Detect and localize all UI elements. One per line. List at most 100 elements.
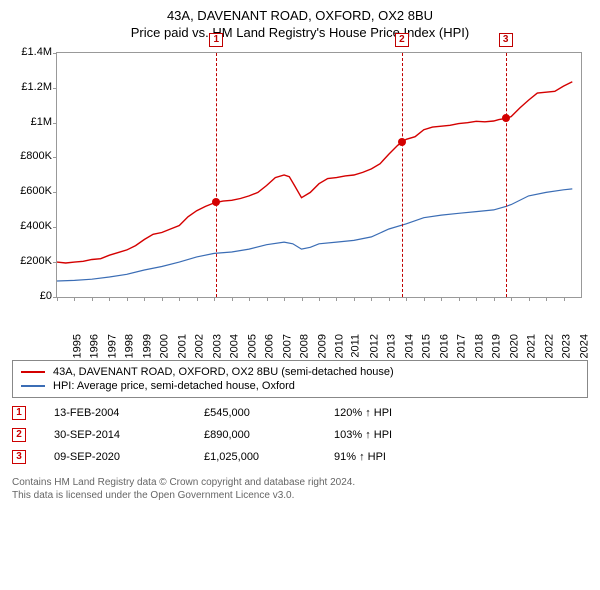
xaxis-label: 2023	[561, 334, 573, 358]
ytick-line	[53, 88, 57, 89]
xaxis-label: 2022	[543, 334, 555, 358]
tx-date: 30-SEP-2014	[54, 429, 204, 441]
xtick-line	[494, 297, 495, 301]
yaxis-label: £1M	[12, 116, 52, 128]
xtick-line	[529, 297, 530, 301]
xaxis-label: 2006	[264, 334, 276, 358]
footer-line-1: Contains HM Land Registry data © Crown c…	[12, 476, 588, 489]
legend: 43A, DAVENANT ROAD, OXFORD, OX2 8BU (sem…	[12, 360, 588, 398]
footer-attribution: Contains HM Land Registry data © Crown c…	[12, 476, 588, 502]
xtick-line	[179, 297, 180, 301]
legend-row-hpi: HPI: Average price, semi-detached house,…	[21, 379, 579, 393]
transaction-vline	[506, 53, 507, 297]
yaxis-label: £0	[12, 290, 52, 302]
xaxis-label: 2009	[316, 334, 328, 358]
xaxis-label: 2021	[526, 334, 538, 358]
xtick-line	[284, 297, 285, 301]
xtick-line	[214, 297, 215, 301]
transaction-flag: 3	[499, 33, 513, 47]
ytick-line	[53, 53, 57, 54]
xtick-line	[371, 297, 372, 301]
transaction-table: 113-FEB-2004£545,000120% ↑ HPI230-SEP-20…	[12, 406, 588, 472]
series-line-hpi	[57, 189, 572, 281]
ytick-line	[53, 192, 57, 193]
chart-area: 123 £0£200K£400K£600K£800K£1M£1.2M£1.4M1…	[12, 46, 588, 356]
xaxis-label: 2011	[350, 334, 362, 358]
ytick-line	[53, 123, 57, 124]
legend-label-subject: 43A, DAVENANT ROAD, OXFORD, OX2 8BU (sem…	[53, 366, 394, 378]
yaxis-label: £200K	[12, 255, 52, 267]
chart-container: 43A, DAVENANT ROAD, OXFORD, OX2 8BU Pric…	[0, 0, 600, 590]
xaxis-label: 2014	[403, 334, 415, 358]
xtick-line	[441, 297, 442, 301]
legend-label-hpi: HPI: Average price, semi-detached house,…	[53, 380, 295, 392]
xaxis-label: 1995	[71, 334, 83, 358]
legend-swatch-hpi	[21, 385, 45, 387]
tx-delta: 91% ↑ HPI	[334, 451, 386, 463]
xaxis-label: 2017	[456, 334, 468, 358]
xaxis-label: 2008	[299, 334, 311, 358]
ytick-line	[53, 157, 57, 158]
tx-number-badge: 2	[12, 428, 26, 442]
tx-date: 09-SEP-2020	[54, 451, 204, 463]
xtick-line	[354, 297, 355, 301]
xtick-line	[197, 297, 198, 301]
yaxis-label: £600K	[12, 185, 52, 197]
transaction-dot	[398, 138, 406, 146]
xtick-line	[232, 297, 233, 301]
xtick-line	[459, 297, 460, 301]
xaxis-label: 2002	[194, 334, 206, 358]
transaction-row: 113-FEB-2004£545,000120% ↑ HPI	[12, 406, 588, 420]
tx-delta: 103% ↑ HPI	[334, 429, 392, 441]
ytick-line	[53, 262, 57, 263]
xaxis-label: 2007	[281, 334, 293, 358]
xaxis-label: 2013	[386, 334, 398, 358]
tx-price: £1,025,000	[204, 451, 334, 463]
chart-title: 43A, DAVENANT ROAD, OXFORD, OX2 8BU	[12, 8, 588, 25]
xtick-line	[92, 297, 93, 301]
xtick-line	[109, 297, 110, 301]
xtick-line	[319, 297, 320, 301]
xtick-line	[406, 297, 407, 301]
xtick-line	[162, 297, 163, 301]
xaxis-label: 2024	[578, 334, 590, 358]
legend-row-subject: 43A, DAVENANT ROAD, OXFORD, OX2 8BU (sem…	[21, 365, 579, 379]
xaxis-label: 2012	[368, 334, 380, 358]
xtick-line	[57, 297, 58, 301]
transaction-dot	[502, 114, 510, 122]
tx-number-badge: 1	[12, 406, 26, 420]
xtick-line	[127, 297, 128, 301]
transaction-flag: 1	[209, 33, 223, 47]
tx-date: 13-FEB-2004	[54, 407, 204, 419]
tx-number-badge: 3	[12, 450, 26, 464]
xtick-line	[424, 297, 425, 301]
yaxis-label: £400K	[12, 220, 52, 232]
transaction-dot	[212, 198, 220, 206]
xtick-line	[249, 297, 250, 301]
xtick-line	[511, 297, 512, 301]
xtick-line	[476, 297, 477, 301]
xtick-line	[302, 297, 303, 301]
footer-line-2: This data is licensed under the Open Gov…	[12, 489, 588, 502]
yaxis-label: £1.2M	[12, 81, 52, 93]
xaxis-label: 1997	[106, 334, 118, 358]
xaxis-label: 2015	[421, 334, 433, 358]
tx-price: £545,000	[204, 407, 334, 419]
xaxis-label: 2001	[176, 334, 188, 358]
ytick-line	[53, 227, 57, 228]
series-svg	[57, 53, 581, 297]
xaxis-label: 2018	[473, 334, 485, 358]
transaction-vline	[216, 53, 217, 297]
transaction-vline	[402, 53, 403, 297]
xaxis-label: 2004	[229, 334, 241, 358]
yaxis-label: £1.4M	[12, 46, 52, 58]
xaxis-label: 2003	[211, 334, 223, 358]
xtick-line	[564, 297, 565, 301]
transaction-row: 230-SEP-2014£890,000103% ↑ HPI	[12, 428, 588, 442]
xaxis-label: 1996	[89, 334, 101, 358]
transaction-row: 3 09-SEP-2020£1,025,00091% ↑ HPI	[12, 450, 588, 464]
xtick-line	[144, 297, 145, 301]
xtick-line	[389, 297, 390, 301]
xaxis-label: 2005	[246, 334, 258, 358]
plot-region: 123	[56, 52, 582, 298]
